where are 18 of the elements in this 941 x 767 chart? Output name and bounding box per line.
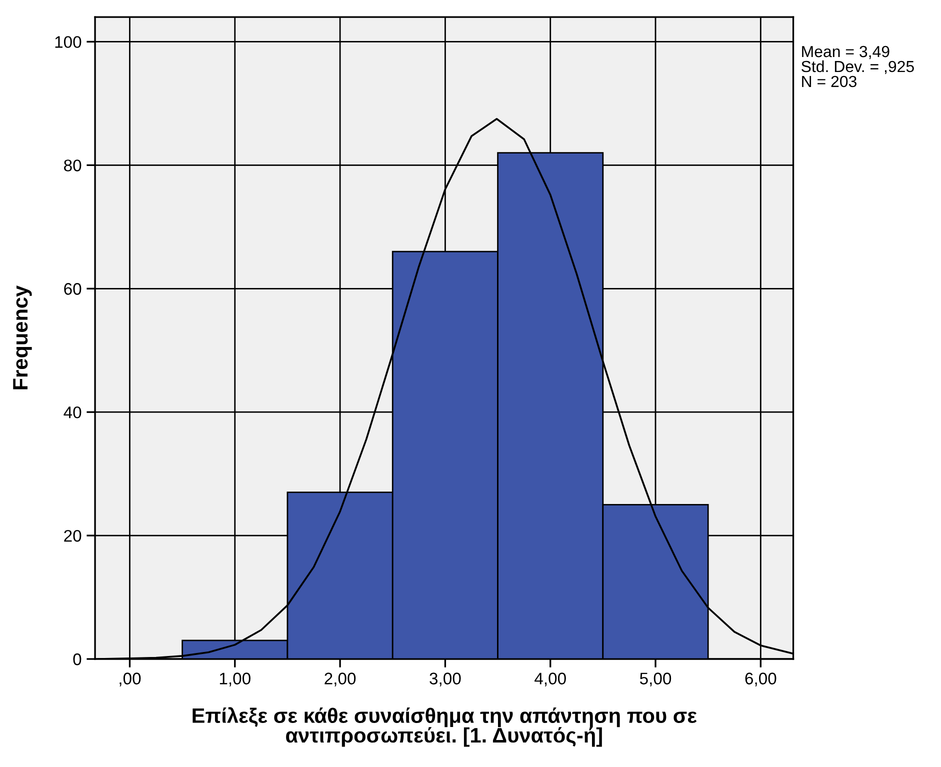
text: N = 203: [802, 76, 856, 88]
x-tick-label: 3,00: [430, 672, 461, 686]
x-tick-label: 2,00: [324, 672, 356, 686]
x-axis-title: Επίλεξε σε κάθε συναίσθημα την απάντηση που σε αντιπροσωπεύει. [1. Δυνατός-ή]: [192, 707, 697, 747]
x-tick-label: 5,00: [640, 672, 672, 686]
y-tick-label: 60: [64, 283, 82, 295]
y-tick-label: 0: [73, 653, 82, 666]
y-tick-label: 40: [64, 406, 82, 418]
y-tick-label: 100: [55, 36, 82, 48]
y-tick-label: 20: [64, 530, 82, 542]
x-tick-label: ,00: [120, 672, 141, 686]
x-tick-label: 1,00: [220, 672, 250, 686]
text: Mean = 3,49: [802, 46, 890, 60]
x-tick-label: 4,00: [534, 672, 566, 686]
y-tick-label: 80: [64, 160, 82, 172]
text: Std. Dev. = ,925: [802, 60, 914, 74]
y-axis-title: Frequency: [13, 285, 32, 390]
x-tick-label: 6,00: [745, 672, 776, 686]
